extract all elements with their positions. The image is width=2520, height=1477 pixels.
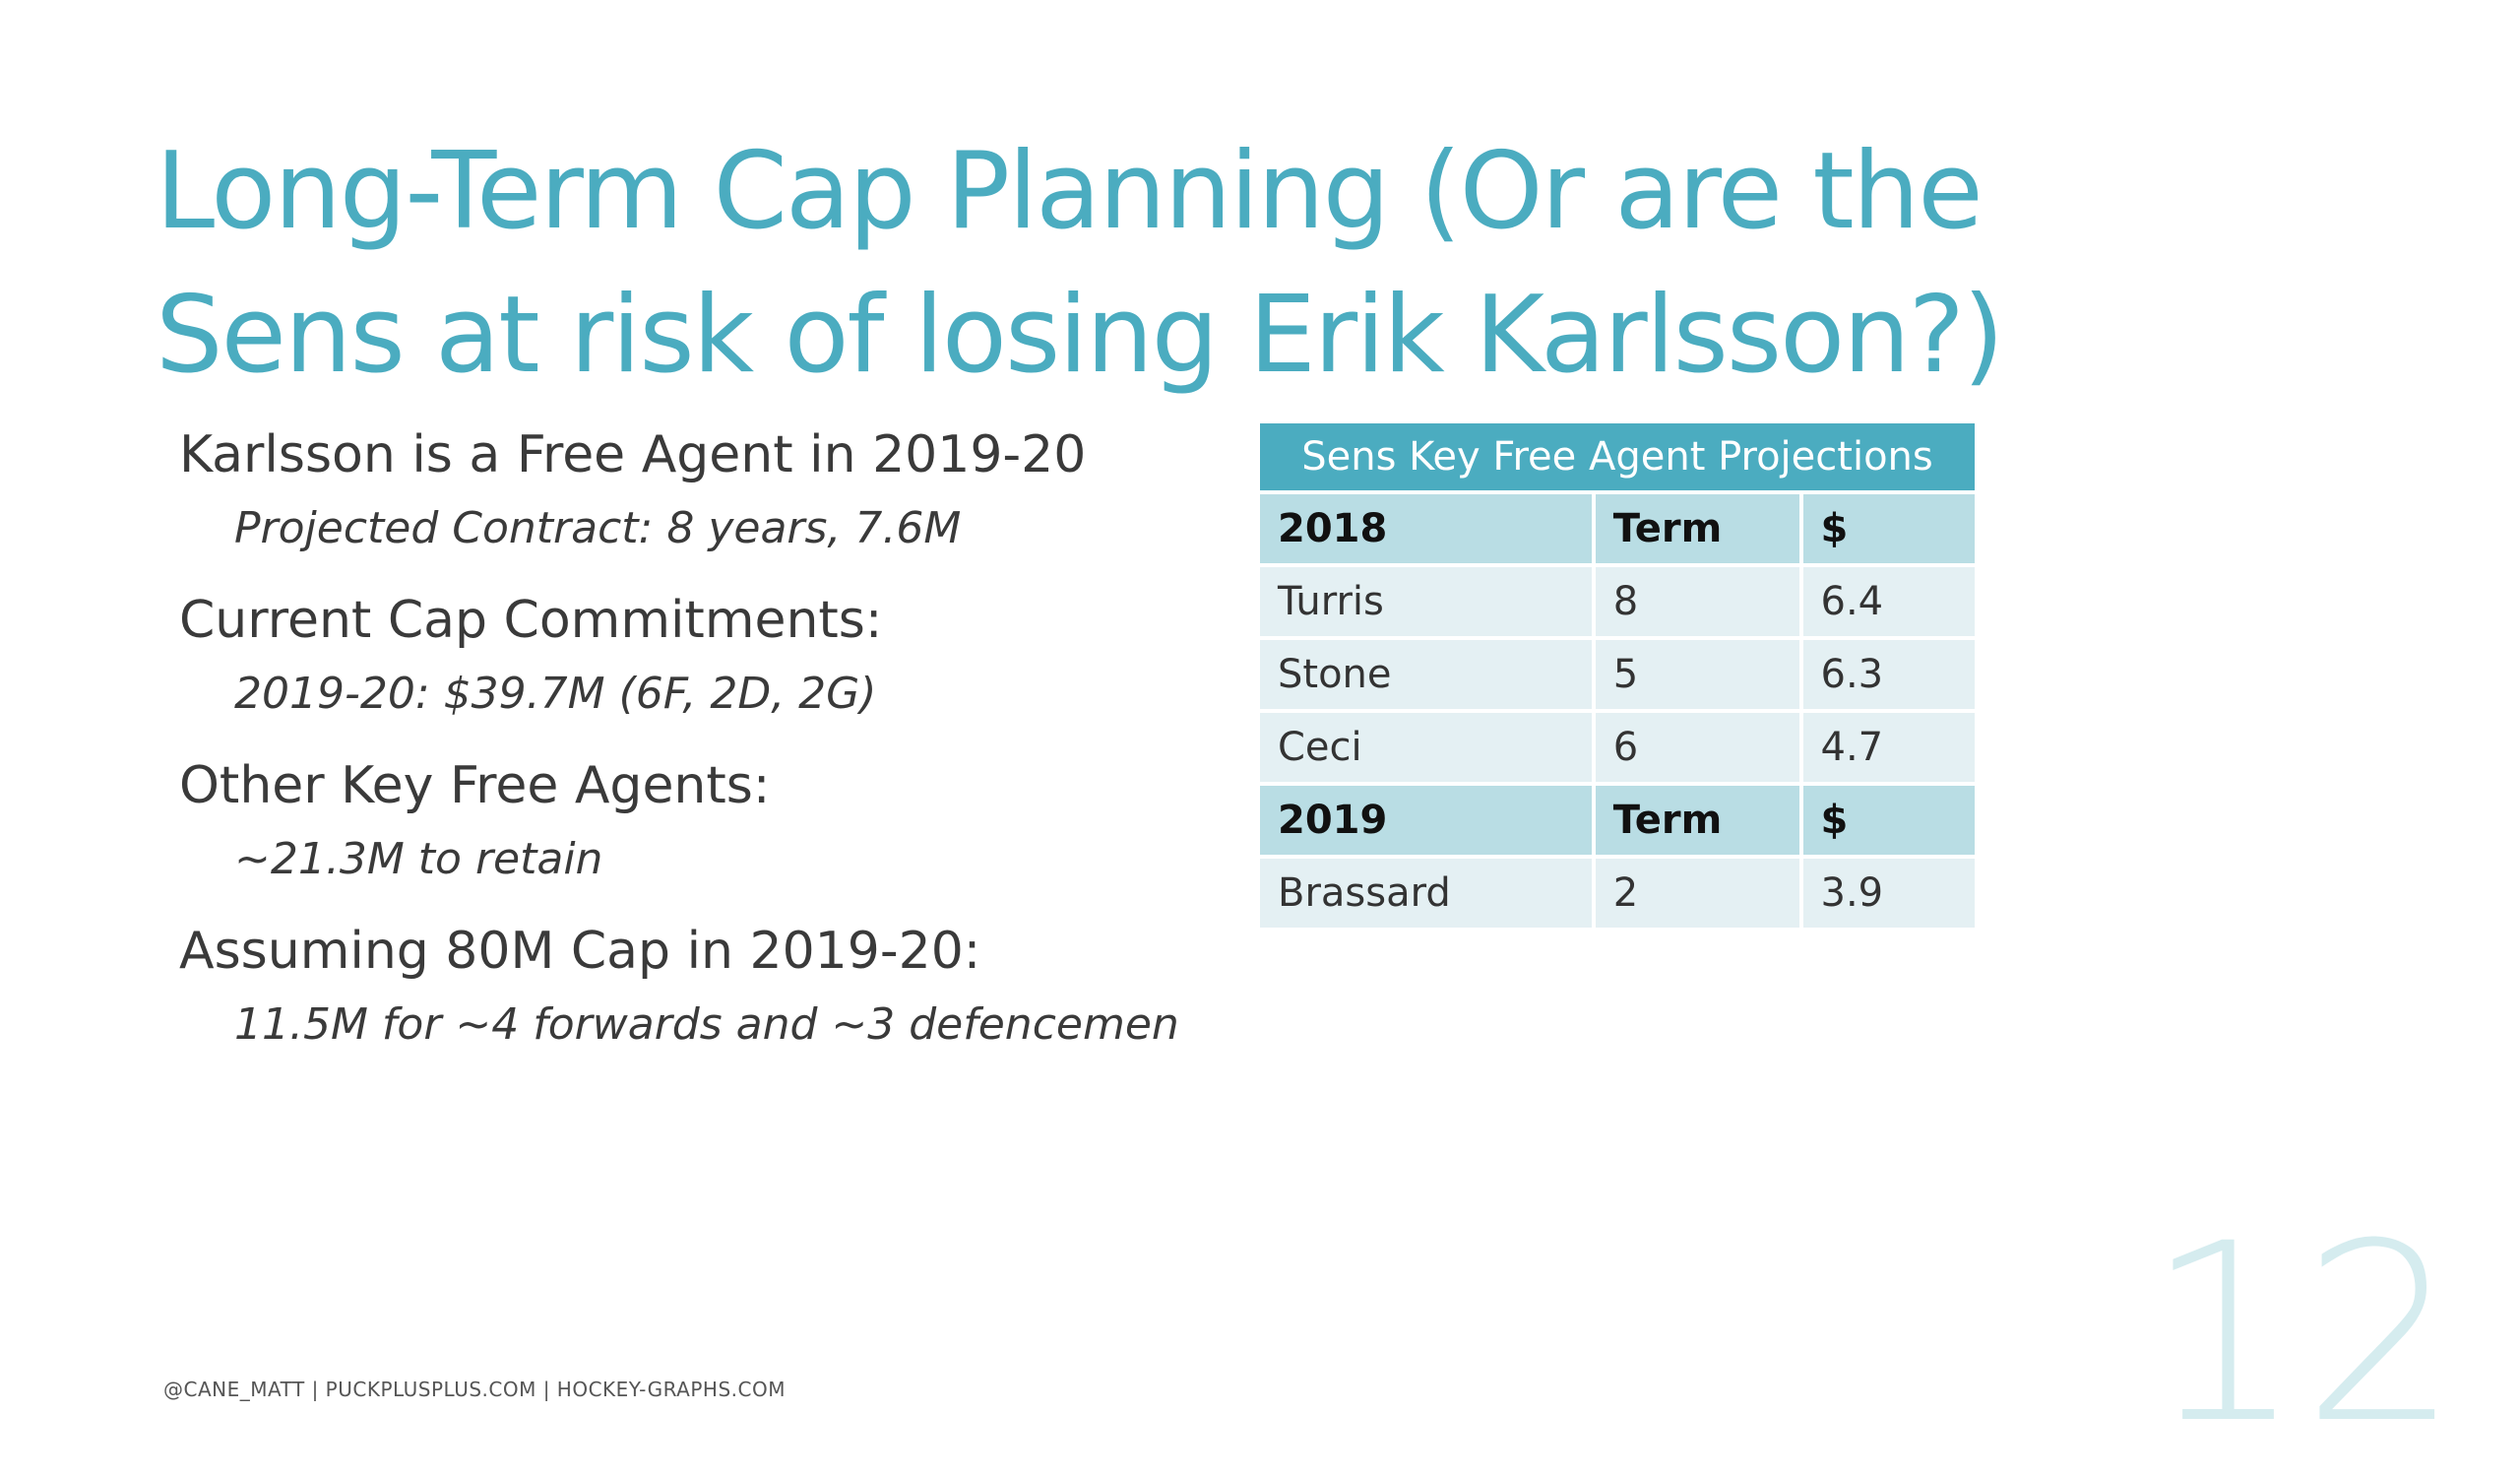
table-title: Sens Key Free Agent Projections [1256, 419, 1979, 494]
table-cell: Stone [1256, 636, 1596, 713]
bullet-main-text: Assuming 80M Cap in 2019-20: [179, 922, 981, 981]
table-header-cell: 2019 [1256, 782, 1596, 859]
bullet-item: Karlsson is a Free Agent in 2019-20 Proj… [179, 417, 1223, 565]
table-row: Stone 5 6.3 [1256, 636, 1979, 713]
table-header-cell: 2018 [1256, 490, 1596, 567]
bullet-sub-text: ~21.3M to retain [234, 834, 603, 884]
table-cell: 6 [1591, 709, 1803, 786]
bullet-sub-text: 11.5M for ~4 forwards and ~3 defencemen [234, 999, 1179, 1050]
table-cell: 2 [1591, 855, 1803, 931]
bullet-item: Other Key Free Agents: ~21.3M to retain [179, 748, 1223, 896]
bullet-sub-text: Projected Contract: 8 years, 7.6M [234, 503, 962, 553]
table-cell: 6.3 [1798, 636, 1979, 713]
table-cell: 6.4 [1798, 563, 1979, 640]
slide-footer: @CANE_MATT | PUCKPLUSPLUS.COM | HOCKEY-G… [163, 1378, 786, 1401]
table-cell: Brassard [1256, 855, 1596, 931]
table-row: Brassard 2 3.9 [1256, 855, 1979, 931]
table-header-cell: Term [1591, 782, 1803, 859]
table-header-row: 2018 Term $ [1256, 490, 1979, 567]
free-agent-table: Sens Key Free Agent Projections 2018 Ter… [1256, 419, 1979, 931]
slide-page-number: 12 [2146, 1190, 2460, 1477]
bullet-main-text: Current Cap Commitments: [179, 591, 883, 650]
bullet-main-text: Karlsson is a Free Agent in 2019-20 [179, 425, 1087, 484]
table-row: Turris 8 6.4 [1256, 563, 1979, 640]
table-header-cell: Term [1591, 490, 1803, 567]
table-cell: 3.9 [1798, 855, 1979, 931]
table-cell: 5 [1591, 636, 1803, 713]
bullet-item: Current Cap Commitments: 2019-20: $39.7M… [179, 583, 1223, 731]
table-row: Ceci 6 4.7 [1256, 709, 1979, 786]
bullet-list: Karlsson is a Free Agent in 2019-20 Proj… [179, 417, 1223, 1079]
bullet-main-text: Other Key Free Agents: [179, 756, 771, 815]
table-cell: 4.7 [1798, 709, 1979, 786]
bullet-sub-text: 2019-20: $39.7M (6F, 2D, 2G) [234, 669, 877, 719]
table-header-row: 2019 Term $ [1256, 782, 1979, 859]
table-cell: 8 [1591, 563, 1803, 640]
slide-title: Long-Term Cap Planning (Or are the Sens … [156, 130, 2004, 397]
bullet-item: Assuming 80M Cap in 2019-20: 11.5M for ~… [179, 914, 1223, 1061]
table-header-cell: $ [1798, 782, 1979, 859]
table-cell: Ceci [1256, 709, 1596, 786]
table-header-cell: $ [1798, 490, 1979, 567]
table-title-row: Sens Key Free Agent Projections [1256, 419, 1979, 494]
table-cell: Turris [1256, 563, 1596, 640]
